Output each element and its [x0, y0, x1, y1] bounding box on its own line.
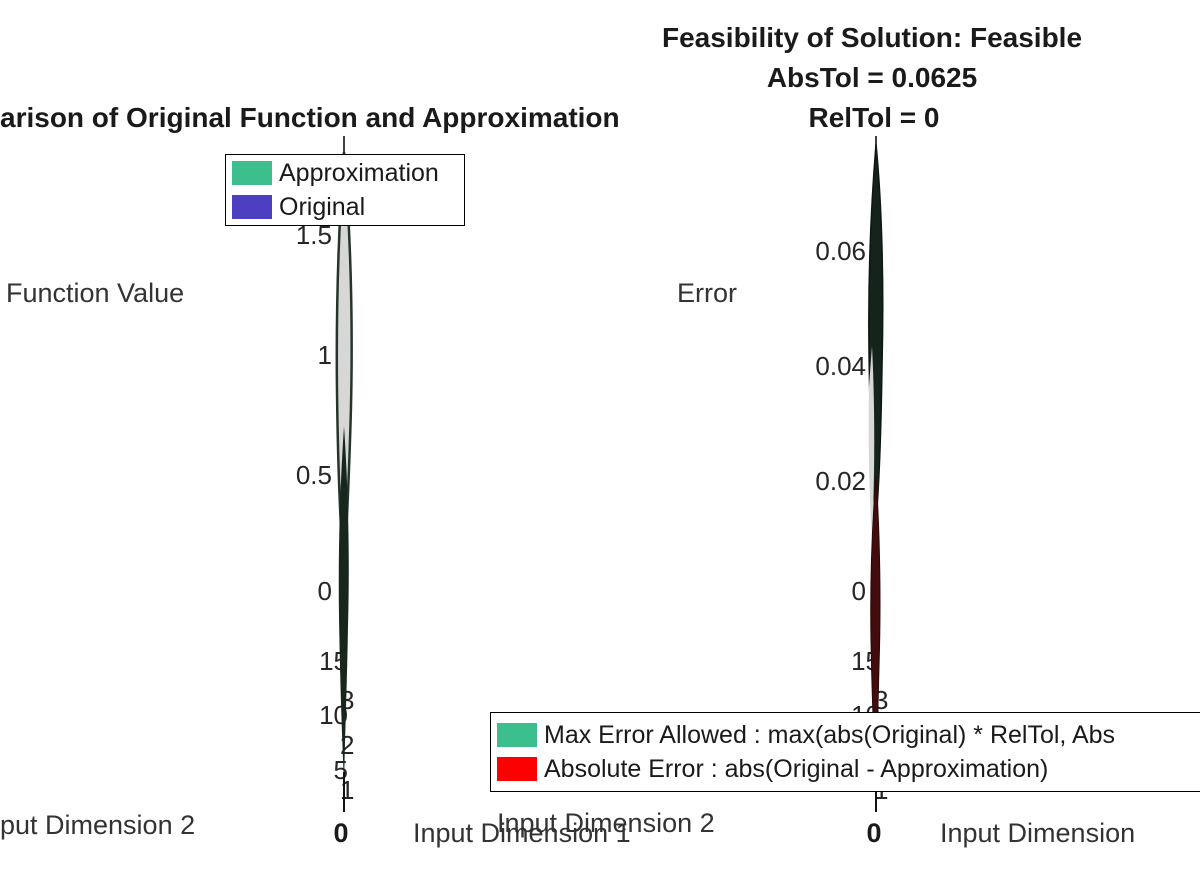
feasibility-title: Feasibility of Solution: Feasible	[661, 22, 1083, 53]
max-error-allowed-swatch	[497, 723, 537, 747]
legend-label-absolute-error: Absolute Error : abs(Original - Approxim…	[544, 754, 1049, 783]
left-input-dimension-2-label: put Dimension 2	[0, 810, 196, 840]
legend-item-original: Original	[232, 193, 458, 222]
left-z-tick: 0	[317, 576, 332, 606]
left-z-tick: 1.5	[295, 220, 332, 250]
right-input-dimension-1-label: Input Dimension	[940, 818, 1136, 848]
error-axis-label: Error	[677, 278, 737, 308]
legend-item-approximation: Approximation	[232, 159, 458, 188]
legend-item-absolute-error: Absolute Error : abs(Original - Approxim…	[497, 755, 1200, 784]
absolute-error-swatch	[497, 757, 537, 781]
reltol-title-line: RelTol = 0	[808, 102, 940, 133]
legend-label-original: Original	[279, 192, 366, 221]
function-value-axis-label: Function Value	[6, 278, 185, 308]
legend-right-plot: Max Error Allowed : max(abs(Original) * …	[490, 712, 1200, 792]
left-origin-tick: 0	[333, 818, 349, 848]
original-swatch	[232, 195, 272, 219]
legend-label-approximation: Approximation	[279, 158, 439, 187]
left-z-tick: 1	[317, 340, 332, 370]
right-surface-plot	[868, 136, 884, 812]
right-z-tick: 0.02	[815, 466, 866, 496]
right-z-tick: 0.04	[815, 351, 866, 381]
legend-item-max-error-allowed: Max Error Allowed : max(abs(Original) * …	[497, 721, 1200, 750]
left-surface-plot	[335, 136, 353, 812]
left-plot-title: arison of Original Function and Approxim…	[0, 102, 620, 133]
right-z-tick: 0	[851, 576, 866, 606]
right-input-dimension-2-label: Input Dimension 2	[497, 808, 715, 838]
right-z-tick: 0.06	[815, 236, 866, 266]
legend-left-plot: Approximation Original	[225, 154, 465, 226]
right-origin-tick: 0	[866, 818, 882, 848]
approximation-swatch	[232, 161, 272, 185]
left-z-tick: 0.5	[295, 460, 332, 490]
legend-label-max-error-allowed: Max Error Allowed : max(abs(Original) * …	[544, 720, 1116, 749]
left-input-dimension-1-label: Input Dimension 1	[413, 818, 631, 848]
abstol-title-line: AbsTol = 0.0625	[766, 62, 978, 93]
